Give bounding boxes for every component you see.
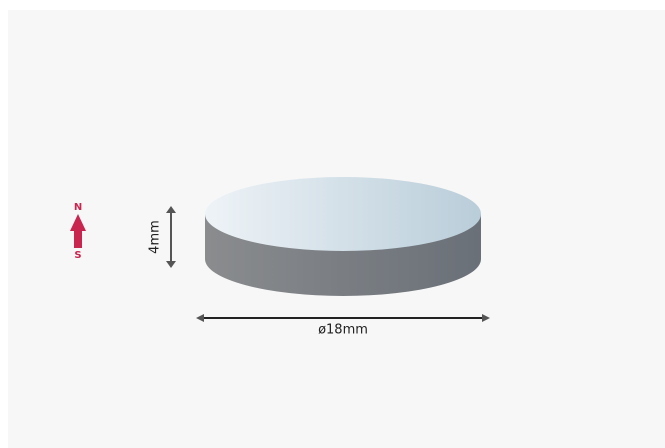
diameter-label: ø18mm bbox=[318, 323, 368, 338]
pole-arrow bbox=[70, 214, 86, 248]
height-dimension bbox=[166, 206, 176, 268]
north-pole-label: N bbox=[74, 202, 82, 213]
diameter-dimension bbox=[196, 314, 490, 322]
disc-top bbox=[205, 177, 481, 251]
south-pole-label: S bbox=[74, 250, 81, 261]
height-label: 4mm bbox=[148, 220, 163, 254]
